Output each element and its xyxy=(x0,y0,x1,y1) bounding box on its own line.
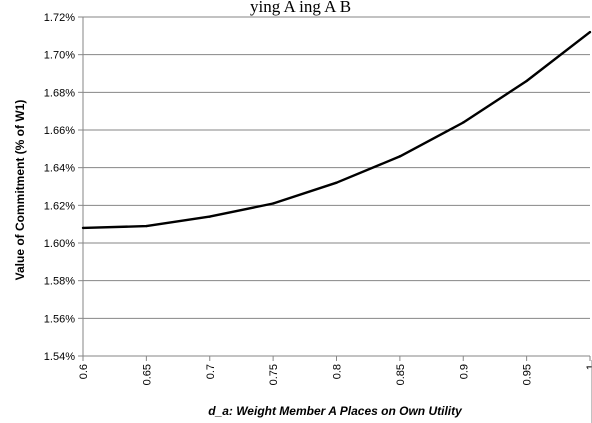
x-tick-label: 0.9 xyxy=(458,364,470,379)
x-tick-label: 0.75 xyxy=(268,364,280,385)
y-tick-label: 1.70% xyxy=(44,50,75,62)
y-tick-label: 1.62% xyxy=(44,200,75,212)
data-point xyxy=(81,226,85,230)
data-point xyxy=(462,121,465,124)
x-tick-label: 0.6 xyxy=(78,364,90,379)
x-tick-label: 1 xyxy=(585,364,592,370)
x-tick-label: 0.85 xyxy=(395,364,407,385)
y-tick-label: 1.60% xyxy=(44,238,75,250)
x-tick-label: 0.7 xyxy=(205,364,217,379)
x-tick-label: 0.95 xyxy=(522,364,534,385)
y-tick-label: 1.56% xyxy=(44,313,75,325)
y-tick-labels: 1.54% 1.56% 1.58% 1.60% 1.62% 1.64% 1.66% 1.68%… xyxy=(44,12,75,363)
data-point xyxy=(525,79,528,83)
gridlines xyxy=(78,16,591,361)
x-axis-title: d_a: Weight Member A Places on Own Utili… xyxy=(208,404,463,418)
series-layer xyxy=(81,30,592,230)
data-point xyxy=(208,215,211,218)
y-tick-label: 1.64% xyxy=(44,163,75,175)
y-tick-label: 1.58% xyxy=(44,276,75,288)
y-tick-label: 1.54% xyxy=(44,351,75,363)
y-tick-label: 1.72% xyxy=(44,12,75,24)
x-tick-labels: 0.6 0.65 0.7 0.75 0.8 0.85 0.9 0.95 1 xyxy=(78,364,592,385)
x-tick-label: 0.65 xyxy=(141,364,153,385)
cut-off-header-text: ying A ing A B xyxy=(250,0,351,16)
data-point xyxy=(588,30,592,34)
y-tick-label: 1.66% xyxy=(44,125,75,137)
data-point xyxy=(335,181,338,184)
y-axis-title: Value of Commitment (% of W1) xyxy=(13,100,27,281)
data-point xyxy=(145,224,148,228)
y-tick-label: 1.68% xyxy=(44,87,75,99)
data-point xyxy=(271,202,275,205)
data-point xyxy=(398,155,402,158)
x-tick-label: 0.8 xyxy=(332,364,344,379)
